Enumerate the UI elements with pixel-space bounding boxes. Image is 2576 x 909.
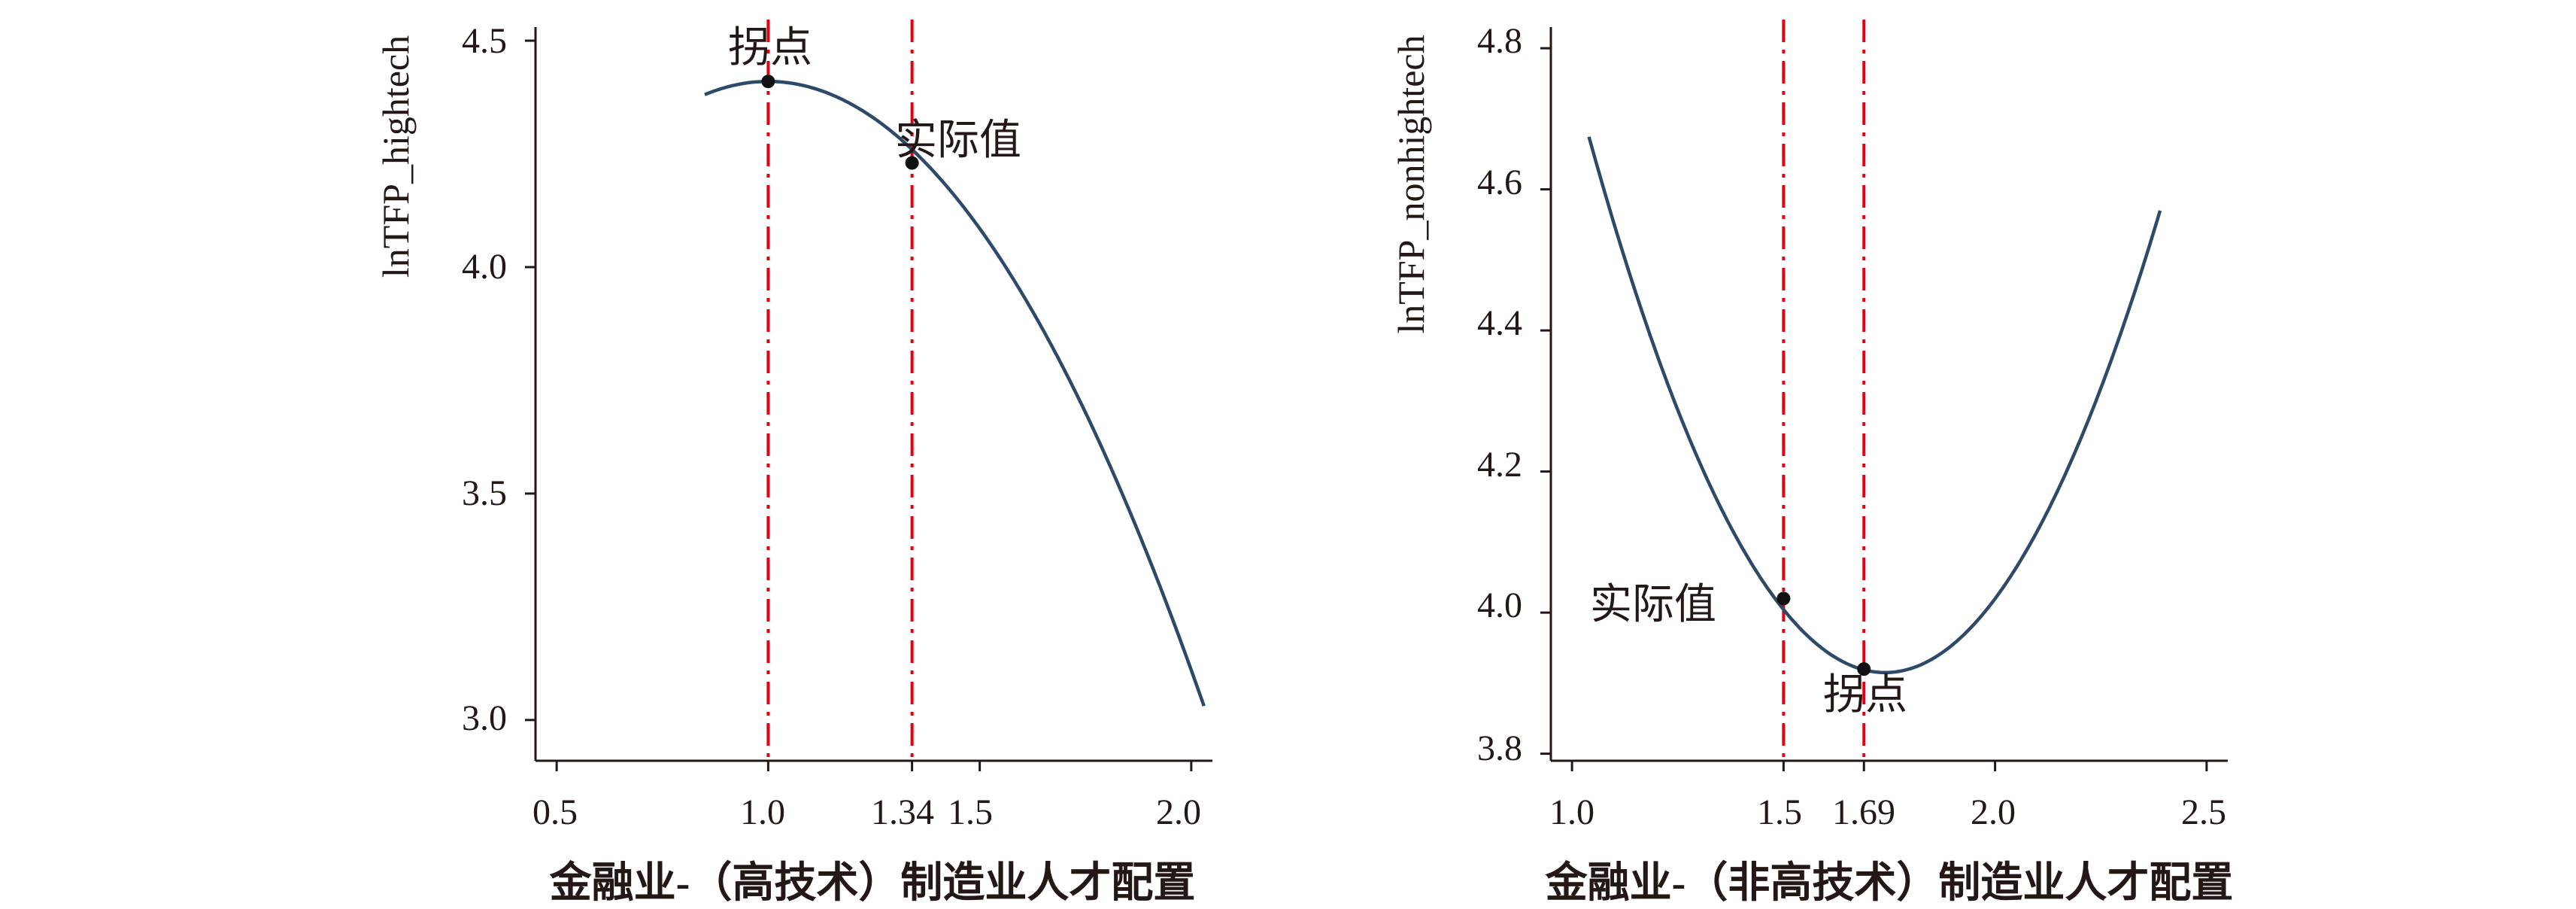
right-ytick-label-3: 4.4 <box>1477 303 1522 343</box>
left-point-actual-value <box>905 156 919 170</box>
right-xtick-label-3: 2.0 <box>1971 792 2016 832</box>
right-curve <box>1587 136 2162 675</box>
left-ytick-label-3: 3.0 <box>462 698 507 738</box>
left-curve <box>704 79 1206 707</box>
right-ytick-label-2: 4.2 <box>1477 445 1522 485</box>
right-ytick-label-5: 4.8 <box>1477 21 1522 61</box>
chart-hightech: 0.5 1.0 1.34 1.5 2.0 4.5 4.0 3.5 3.0 拐点 … <box>375 20 1212 907</box>
left-ytick-label-2: 3.5 <box>462 473 507 513</box>
right-ytick-label-1: 4.0 <box>1477 585 1522 625</box>
right-x-axis-title: 金融业-（非高技术）制造业人才配置 <box>1545 859 2234 907</box>
left-point-turning-point <box>761 74 775 89</box>
left-ytick-label-1: 4.0 <box>462 247 507 287</box>
right-annotation-turning-point: 拐点 <box>1823 672 1907 719</box>
left-xtick-label-0: 0.5 <box>532 792 578 832</box>
left-annotation-actual-value: 实际值 <box>895 117 1021 164</box>
right-point-turning-point <box>1857 662 1871 676</box>
left-xtick-label-3: 1.5 <box>948 792 993 832</box>
right-y-axis-title: lnTFP_nonhightech <box>1390 35 1432 333</box>
right-xtick-label-0: 1.0 <box>1549 792 1594 832</box>
left-x-axis-title: 金融业-（高技术）制造业人才配置 <box>549 859 1196 907</box>
right-xtick-label-2: 1.69 <box>1832 792 1895 832</box>
right-xtick-label-1: 1.5 <box>1757 792 1802 832</box>
right-ytick-label-4: 4.6 <box>1477 163 1522 202</box>
left-annotation-turning-point: 拐点 <box>728 25 812 71</box>
right-point-actual-value <box>1776 591 1791 606</box>
left-y-axis-title: lnTFP_hightech <box>375 35 417 278</box>
chart-nonhightech: 1.0 1.5 1.69 2.0 2.5 3.8 4.0 4.2 4.4 4.6… <box>1390 20 2233 907</box>
right-xtick-label-4: 2.5 <box>2181 792 2226 832</box>
left-xtick-label-1: 1.0 <box>740 792 785 832</box>
left-ytick-label-0: 4.5 <box>462 21 507 61</box>
right-ytick-label-0: 3.8 <box>1477 728 1522 768</box>
left-xtick-label-4: 2.0 <box>1156 792 1201 832</box>
left-xtick-label-2: 1.34 <box>871 792 934 832</box>
right-annotation-actual-value: 实际值 <box>1590 582 1716 628</box>
